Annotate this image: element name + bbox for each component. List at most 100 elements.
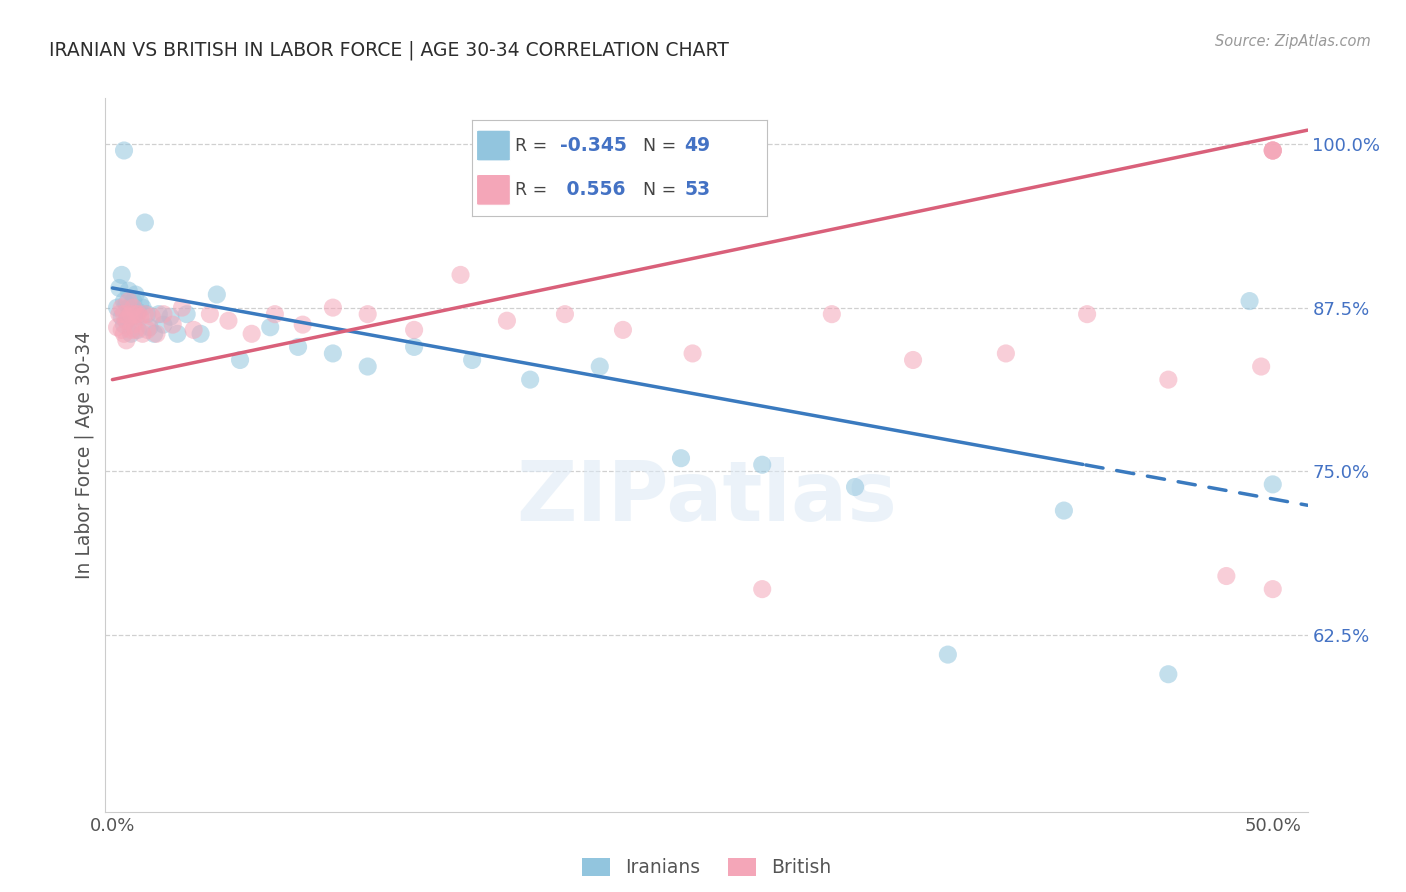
Point [1215, 569, 1237, 583]
Point [120, 326, 142, 341]
Point [259, 320, 281, 334]
Point [322, 301, 344, 315]
Text: IRANIAN VS BRITISH IN LABOR FORCE | AGE 30-34 CORRELATION CHART: IRANIAN VS BRITISH IN LABOR FORCE | AGE … [49, 40, 730, 60]
Point [1261, 477, 1284, 491]
Point [111, 323, 134, 337]
Point [118, 294, 141, 309]
Point [1261, 144, 1284, 158]
Point [148, 307, 170, 321]
Legend: Iranians, British: Iranians, British [574, 850, 839, 884]
Point [115, 334, 138, 348]
Point [115, 296, 138, 310]
Point [111, 268, 134, 282]
Point [111, 301, 134, 315]
Point [357, 359, 380, 374]
Point [136, 323, 159, 337]
Point [844, 480, 866, 494]
Point [901, 353, 924, 368]
Point [143, 326, 166, 341]
Point [120, 307, 142, 321]
Point [115, 314, 138, 328]
Point [1261, 144, 1284, 158]
Point [1239, 294, 1261, 309]
Point [229, 353, 252, 368]
Point [134, 215, 156, 229]
Point [1157, 667, 1180, 681]
Point [357, 307, 380, 321]
Point [198, 307, 221, 321]
Point [124, 307, 146, 321]
Point [145, 326, 167, 341]
Text: 49: 49 [685, 136, 710, 155]
Point [112, 326, 135, 341]
Point [124, 323, 146, 337]
Text: ZIPatlas: ZIPatlas [516, 458, 897, 538]
FancyBboxPatch shape [477, 130, 510, 161]
Point [122, 307, 145, 321]
Point [1261, 144, 1284, 158]
Point [217, 314, 239, 328]
Point [122, 301, 145, 315]
Point [118, 284, 141, 298]
Point [1076, 307, 1098, 321]
Point [138, 320, 160, 334]
Point [170, 301, 193, 315]
Point [183, 323, 205, 337]
Point [287, 340, 309, 354]
Point [134, 307, 156, 321]
Point [124, 287, 146, 301]
Point [108, 307, 131, 321]
Point [1053, 503, 1076, 517]
Point [404, 340, 426, 354]
Point [136, 307, 159, 321]
Point [554, 307, 576, 321]
Text: R =: R = [515, 181, 553, 199]
Point [122, 294, 145, 309]
Point [120, 323, 142, 337]
Point [291, 318, 314, 332]
Point [112, 307, 135, 321]
Point [496, 314, 519, 328]
Point [120, 307, 142, 321]
Point [669, 451, 692, 466]
Point [111, 310, 134, 324]
Point [682, 346, 704, 360]
Point [152, 318, 174, 332]
Point [1261, 144, 1284, 158]
Text: 0.556: 0.556 [561, 180, 626, 199]
Text: -0.345: -0.345 [561, 136, 627, 155]
Point [1157, 373, 1180, 387]
Point [322, 346, 344, 360]
Text: 53: 53 [685, 180, 710, 199]
Point [176, 307, 198, 321]
Point [612, 323, 634, 337]
Point [115, 314, 138, 328]
Point [129, 310, 152, 324]
Point [205, 287, 228, 301]
Point [450, 268, 472, 282]
Point [127, 307, 149, 321]
Y-axis label: In Labor Force | Age 30-34: In Labor Force | Age 30-34 [75, 331, 94, 579]
Point [461, 353, 484, 368]
Point [152, 307, 174, 321]
Point [105, 301, 128, 315]
Point [131, 326, 153, 341]
Point [127, 323, 149, 337]
Point [127, 304, 149, 318]
Point [131, 301, 153, 315]
Point [162, 318, 184, 332]
Point [118, 310, 141, 324]
Point [936, 648, 959, 662]
Point [112, 144, 135, 158]
Point [141, 310, 163, 324]
Point [821, 307, 844, 321]
Point [263, 307, 285, 321]
Point [118, 301, 141, 315]
Text: R =: R = [515, 136, 553, 154]
Text: Source: ZipAtlas.com: Source: ZipAtlas.com [1215, 34, 1371, 49]
Point [112, 294, 135, 309]
Point [240, 326, 263, 341]
Point [159, 310, 181, 324]
Point [1250, 359, 1272, 374]
Point [404, 323, 426, 337]
